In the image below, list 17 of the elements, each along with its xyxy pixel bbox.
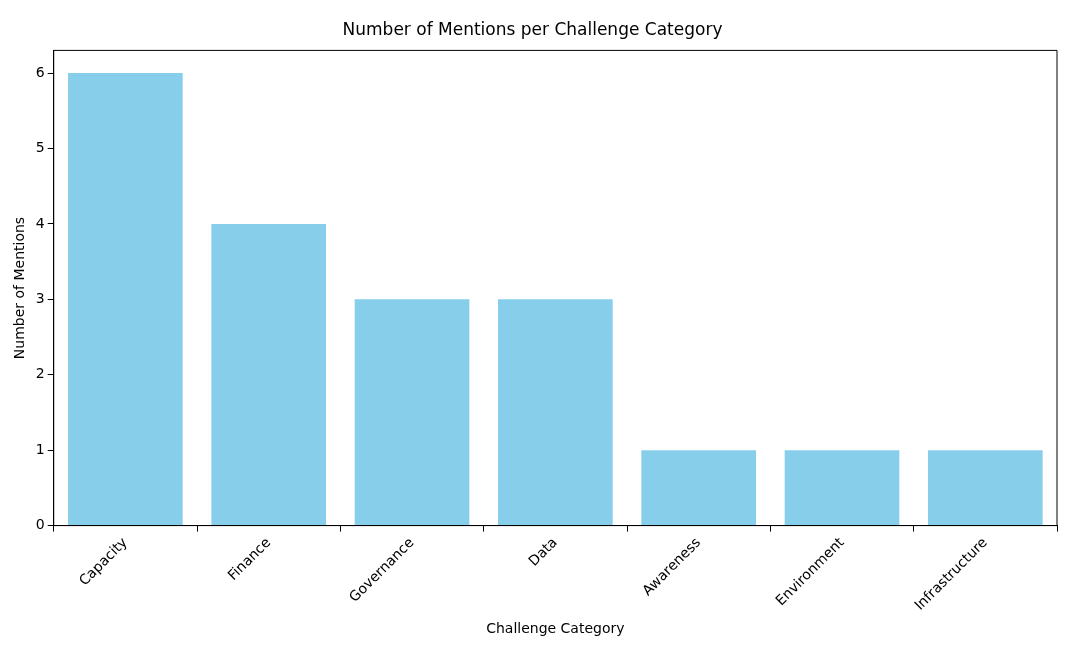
- y-tick-label: 6: [35, 63, 45, 80]
- y-tick-label: 2: [35, 365, 45, 382]
- y-tick-label: 3: [35, 289, 45, 306]
- bar: [211, 223, 327, 526]
- y-tick-label: 5: [35, 139, 45, 156]
- y-tick-label: 0: [35, 516, 45, 533]
- bar: [354, 299, 470, 526]
- y-tick-label: 4: [35, 214, 45, 231]
- bar: [784, 450, 900, 526]
- bar: [641, 450, 757, 526]
- bar: [68, 73, 183, 526]
- x-axis-title: Challenge Category: [486, 620, 625, 637]
- y-axis-title: Number of Mentions: [11, 216, 28, 360]
- chart-title: Number of Mentions per Challenge Category: [342, 18, 723, 39]
- bar: [928, 450, 1043, 526]
- bar: [498, 299, 613, 526]
- y-tick-label: 1: [35, 440, 45, 457]
